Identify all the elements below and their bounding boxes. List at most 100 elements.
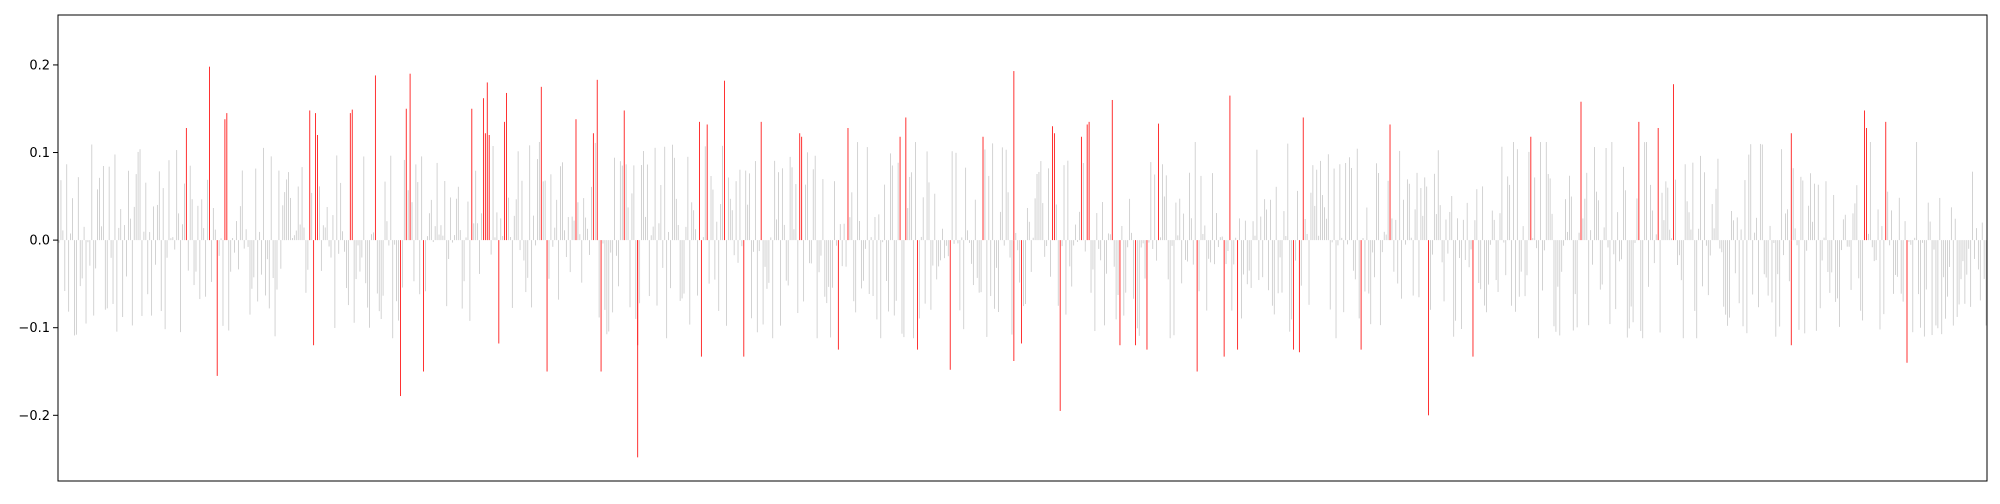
- bar: [988, 175, 990, 241]
- bar: [268, 240, 270, 309]
- bar: [843, 223, 845, 241]
- bar: [378, 240, 380, 312]
- bar: [272, 240, 274, 279]
- bar: [205, 240, 207, 297]
- bar-highlight: [700, 240, 702, 357]
- bar: [1115, 240, 1117, 320]
- bar-highlight: [1580, 101, 1582, 241]
- bar: [1675, 179, 1676, 241]
- bar: [203, 228, 205, 241]
- bar: [1212, 173, 1213, 241]
- bar: [1572, 240, 1574, 331]
- bar: [1746, 240, 1748, 334]
- bar: [660, 185, 662, 241]
- bar: [1875, 240, 1877, 261]
- bar: [1962, 240, 1964, 262]
- bar: [1486, 240, 1487, 313]
- bar: [1920, 240, 1921, 328]
- bar: [1233, 240, 1235, 265]
- bar-highlight: [1790, 133, 1792, 241]
- bar: [691, 202, 693, 241]
- bar: [162, 188, 164, 241]
- bar: [934, 193, 936, 241]
- bar: [974, 199, 976, 241]
- bar: [228, 240, 230, 331]
- bar: [797, 240, 799, 314]
- bar: [1457, 218, 1458, 241]
- bar: [1758, 240, 1759, 308]
- bar: [598, 240, 600, 318]
- bar: [386, 221, 388, 241]
- bar: [1420, 188, 1422, 241]
- bar: [1412, 240, 1414, 296]
- bar: [1933, 240, 1935, 250]
- bar: [1524, 240, 1526, 297]
- bar: [1320, 160, 1321, 241]
- bar: [942, 228, 943, 241]
- bar: [1543, 240, 1545, 251]
- bar: [413, 240, 415, 282]
- bar: [812, 169, 814, 241]
- bar: [1678, 240, 1680, 256]
- bar: [1731, 210, 1732, 241]
- bar: [232, 238, 234, 241]
- bar: [1881, 226, 1883, 241]
- bar: [646, 164, 648, 241]
- bar: [180, 240, 181, 333]
- bar: [1653, 240, 1655, 264]
- bar: [1030, 240, 1032, 272]
- bar: [1806, 240, 1808, 251]
- bar: [292, 238, 293, 241]
- bar: [361, 240, 363, 258]
- bar: [128, 170, 129, 241]
- bar: [101, 226, 102, 241]
- bar: [729, 198, 731, 241]
- bar: [718, 240, 720, 311]
- bar: [783, 224, 785, 241]
- bar: [762, 240, 764, 325]
- bar: [444, 180, 446, 241]
- bar: [1582, 218, 1584, 241]
- bar: [1767, 240, 1769, 296]
- bar: [207, 179, 208, 241]
- bar: [818, 240, 820, 273]
- bar: [1594, 147, 1595, 241]
- bar: [1499, 213, 1501, 241]
- bar: [1231, 240, 1233, 311]
- bar: [662, 240, 664, 268]
- bar: [1696, 240, 1698, 339]
- bar: [841, 240, 843, 267]
- bar: [1954, 218, 1956, 241]
- bar: [687, 156, 689, 241]
- bar: [1075, 224, 1076, 241]
- bar-highlight: [546, 240, 548, 372]
- bar: [1057, 240, 1059, 306]
- bar: [353, 240, 355, 323]
- bar: [1079, 211, 1080, 241]
- bar: [951, 151, 953, 241]
- bar: [608, 240, 610, 332]
- bar: [604, 240, 606, 310]
- bar: [1626, 240, 1628, 338]
- bar: [1848, 240, 1850, 247]
- bar: [75, 240, 77, 335]
- bar: [922, 197, 924, 241]
- bar: [868, 240, 870, 295]
- bar: [1042, 203, 1044, 241]
- bar: [891, 165, 893, 241]
- bar: [1405, 240, 1406, 245]
- bar: [1216, 213, 1217, 241]
- bar: [1048, 168, 1049, 241]
- bar: [845, 240, 847, 267]
- bar: [1935, 240, 1937, 326]
- bar: [903, 240, 905, 338]
- bar: [442, 235, 444, 241]
- bar: [1943, 240, 1945, 278]
- bar-highlight: [899, 136, 901, 241]
- bar: [961, 237, 963, 241]
- bar: [1515, 240, 1516, 312]
- bar: [1489, 240, 1491, 245]
- bar-highlight: [313, 240, 315, 346]
- bar: [1163, 196, 1165, 241]
- bar: [1732, 220, 1734, 241]
